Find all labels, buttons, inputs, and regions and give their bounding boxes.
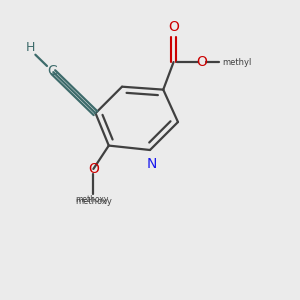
- Text: C: C: [47, 64, 57, 78]
- Text: O: O: [168, 20, 179, 34]
- Text: methoxy: methoxy: [75, 197, 112, 206]
- Text: N: N: [146, 158, 157, 171]
- Text: O: O: [196, 55, 207, 69]
- Text: methoxy: methoxy: [75, 195, 109, 204]
- Text: methyl: methyl: [222, 58, 251, 67]
- Text: O: O: [88, 162, 99, 176]
- Text: H: H: [26, 41, 35, 54]
